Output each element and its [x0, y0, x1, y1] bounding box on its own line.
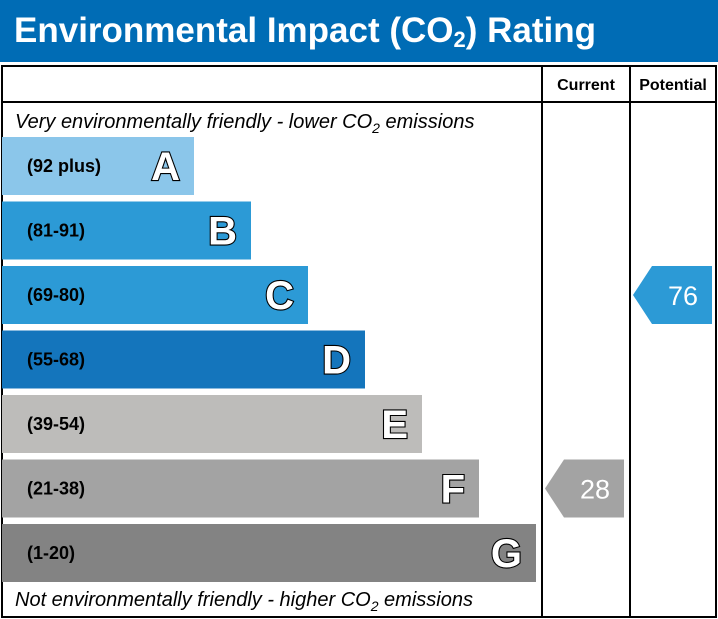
title-text-end: ) Rating [465, 11, 597, 50]
band-f-range: (21-38) [27, 479, 85, 499]
band-a-range: (92 plus) [27, 156, 101, 176]
bottom-note: Not environmentally friendly - higher CO… [15, 589, 473, 614]
band-f-bar [2, 459, 479, 518]
band-d-bar [2, 330, 365, 389]
band-e-letter: E [381, 403, 408, 447]
bottom-note-text: Not environmentally friendly - higher CO [15, 589, 371, 611]
current-rating: 28 [545, 459, 624, 518]
band-d: (55-68) D [2, 330, 365, 389]
title-text: Environmental Impact (CO [14, 11, 454, 50]
band-b: (81-91) B [2, 201, 251, 260]
rating-markers: 28 76 [545, 266, 712, 518]
band-c: (69-80) C [2, 266, 308, 324]
band-e-range: (39-54) [27, 414, 85, 434]
band-a: (92 plus) A [2, 137, 194, 195]
current-column-header: Current [557, 77, 615, 94]
band-d-letter: D [322, 339, 351, 383]
top-note: Very environmentally friendly - lower CO… [15, 111, 474, 136]
potential-rating: 76 [633, 266, 712, 324]
band-g-range: (1-20) [27, 543, 75, 563]
bottom-note-text-end: emissions [379, 589, 473, 611]
top-note-text-end: emissions [380, 111, 474, 133]
potential-rating-arrow [633, 266, 712, 324]
page-title: Environmental Impact (CO2) Rating [0, 0, 718, 62]
band-c-range: (69-80) [27, 285, 85, 305]
band-e: (39-54) E [2, 395, 422, 453]
current-rating-value: 28 [580, 475, 610, 505]
band-b-letter: B [208, 210, 237, 254]
band-a-bar [2, 137, 194, 195]
title-subscript: 2 [453, 27, 466, 52]
current-rating-arrow [545, 459, 624, 518]
band-c-bar [2, 266, 308, 324]
band-f-letter: F [441, 468, 465, 512]
band-b-range: (81-91) [27, 221, 85, 241]
potential-rating-value: 76 [668, 281, 698, 311]
top-note-subscript: 2 [371, 120, 380, 136]
band-f: (21-38) F [2, 459, 479, 518]
band-g: (1-20) G [2, 524, 536, 582]
top-note-text: Very environmentally friendly - lower CO [15, 111, 372, 133]
table-frame [1, 65, 717, 618]
band-g-bar [2, 524, 536, 582]
band-d-range: (55-68) [27, 350, 85, 370]
band-g-letter: G [491, 532, 522, 576]
band-b-bar [2, 201, 251, 260]
band-a-letter: A [151, 145, 180, 189]
rating-bands: (92 plus) A (81-91) B (69-80) C (55-68) D (39-54… [2, 137, 536, 582]
band-e-bar [2, 395, 422, 453]
potential-column-header: Potential [639, 77, 707, 94]
bottom-note-subscript: 2 [370, 598, 379, 614]
band-c-letter: C [265, 274, 294, 318]
